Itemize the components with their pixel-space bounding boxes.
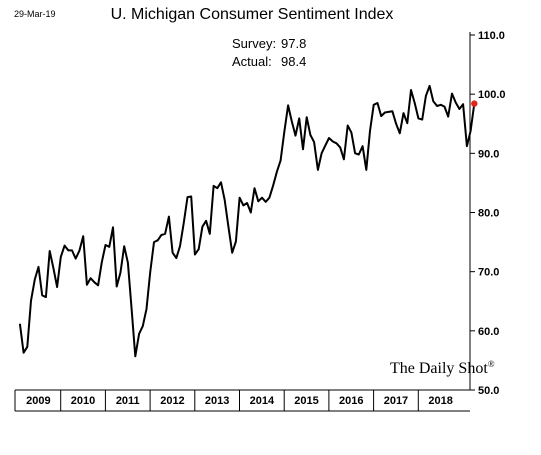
series-group [18,84,478,358]
brand-logo: The Daily Shot® [390,359,495,377]
y-tick-label: 50.0 [478,385,499,397]
actual-label: Actual: [232,54,272,69]
x-tick-label: 2017 [384,395,408,407]
x-tick-label: 2009 [26,395,50,407]
y-tick-label: 80.0 [478,208,499,220]
y-tick-label: 110.0 [478,30,505,42]
x-tick-label: 2015 [294,395,318,407]
x-tick-label: 2010 [71,395,95,407]
y-tick-label: 60.0 [478,326,499,338]
x-tick-label: 2016 [339,395,363,407]
survey-label: Survey: [232,36,276,51]
brand-text: The Daily Shot [390,360,488,377]
actual-value: 98.4 [281,54,306,69]
x-tick-label: 2013 [205,395,229,407]
x-tick-label: 2018 [428,395,452,407]
y-tick-label: 100.0 [478,89,506,101]
series-line [18,84,476,358]
y-tick-label: 70.0 [478,267,499,279]
x-ticks: 2009 2010 2011 2012 2013 2014 2015 2016 2017 2018 [14,390,453,411]
x-tick-label: 2012 [160,395,184,407]
date-label: 29-Mar-19 [14,9,56,19]
last-point-marker [471,100,478,107]
x-tick-label: 2014 [250,395,275,407]
survey-value: 97.8 [281,36,306,51]
chart-title: U. Michigan Consumer Sentiment Index [111,6,394,23]
y-tick-label: 90.0 [478,148,499,160]
brand-mark: ® [488,359,495,369]
x-tick-label: 2011 [116,395,140,407]
y-ticks: 50.0 60.0 70.0 80.0 90.0 100.0 110.0 [470,30,506,397]
